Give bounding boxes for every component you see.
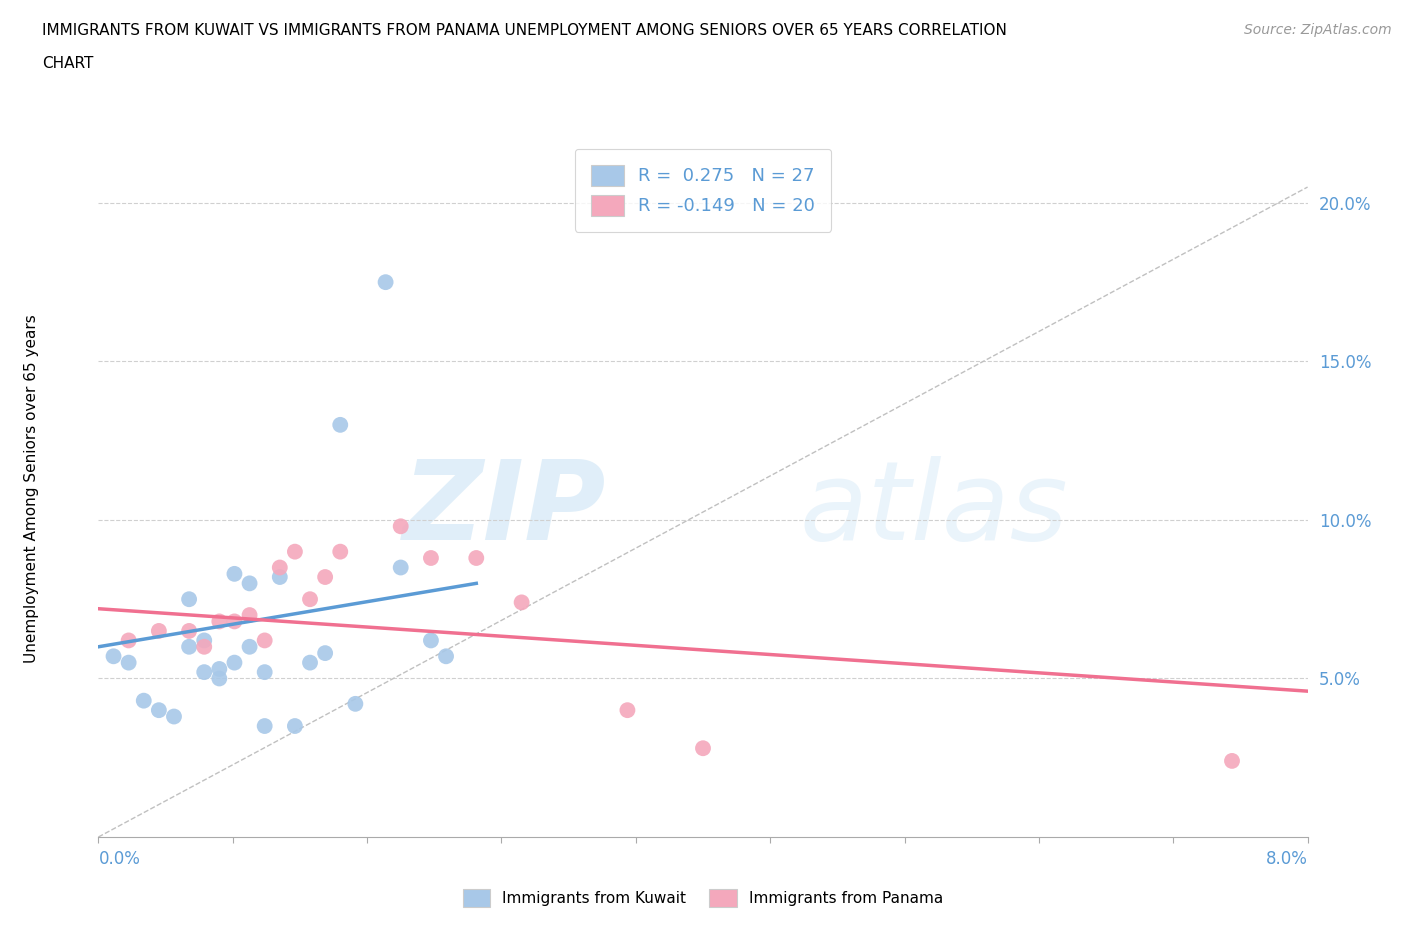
Point <box>224 614 246 629</box>
Point <box>239 576 262 591</box>
Point <box>163 709 186 724</box>
Point <box>420 551 443 565</box>
Point <box>314 569 336 584</box>
Point <box>208 661 231 676</box>
Point <box>224 566 246 581</box>
Point <box>284 719 307 734</box>
Point <box>253 633 276 648</box>
Point <box>239 607 262 622</box>
Point <box>314 645 336 660</box>
Point <box>269 569 291 584</box>
Point <box>179 591 201 606</box>
Point <box>118 655 141 670</box>
Point <box>284 544 307 559</box>
Point <box>434 649 457 664</box>
Point <box>118 633 141 648</box>
Point <box>179 639 201 654</box>
Point <box>148 703 170 718</box>
Point <box>344 697 367 711</box>
Point <box>193 639 215 654</box>
Point <box>193 665 215 680</box>
Point <box>208 614 231 629</box>
Point <box>616 703 638 718</box>
Point <box>420 633 443 648</box>
Point <box>208 671 231 686</box>
Point <box>692 741 714 756</box>
Point <box>253 719 276 734</box>
Point <box>1220 753 1243 768</box>
Point <box>389 519 412 534</box>
Point <box>389 560 412 575</box>
Point <box>239 639 262 654</box>
Point <box>329 544 352 559</box>
Legend: Immigrants from Kuwait, Immigrants from Panama: Immigrants from Kuwait, Immigrants from … <box>457 884 949 913</box>
Point <box>329 418 352 432</box>
Text: ZIP: ZIP <box>402 456 606 563</box>
Point <box>465 551 488 565</box>
Text: Source: ZipAtlas.com: Source: ZipAtlas.com <box>1244 23 1392 37</box>
Point <box>103 649 125 664</box>
Point <box>224 655 246 670</box>
Text: 0.0%: 0.0% <box>98 850 141 868</box>
Point <box>269 560 291 575</box>
Point <box>253 665 276 680</box>
Point <box>179 623 201 638</box>
Point <box>510 595 533 610</box>
Point <box>299 591 322 606</box>
Text: CHART: CHART <box>42 56 94 71</box>
Text: IMMIGRANTS FROM KUWAIT VS IMMIGRANTS FROM PANAMA UNEMPLOYMENT AMONG SENIORS OVER: IMMIGRANTS FROM KUWAIT VS IMMIGRANTS FRO… <box>42 23 1007 38</box>
Legend: R =  0.275   N = 27, R = -0.149   N = 20: R = 0.275 N = 27, R = -0.149 N = 20 <box>575 149 831 232</box>
Text: Unemployment Among Seniors over 65 years: Unemployment Among Seniors over 65 years <box>24 314 39 662</box>
Point <box>148 623 170 638</box>
Point <box>374 274 396 289</box>
Text: atlas: atlas <box>800 456 1069 563</box>
Point <box>299 655 322 670</box>
Point <box>193 633 215 648</box>
Text: 8.0%: 8.0% <box>1265 850 1308 868</box>
Point <box>132 693 155 708</box>
